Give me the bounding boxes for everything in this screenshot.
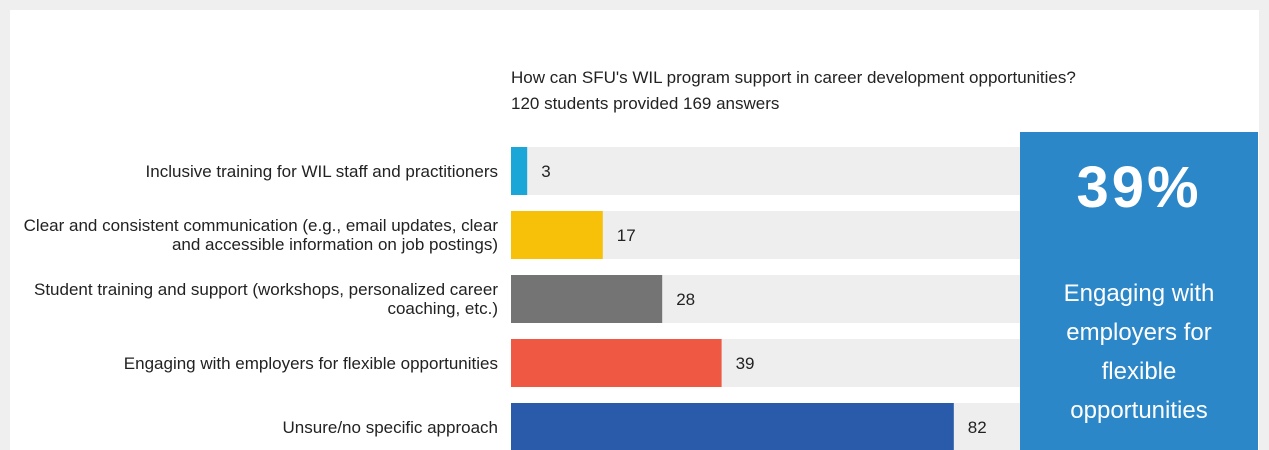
category-label: Inclusive training for WIL staff and pra…: [145, 161, 498, 181]
value-label: 39: [736, 354, 755, 373]
chart-title: How can SFU's WIL program support in car…: [511, 68, 1076, 87]
category-label: Student training and support (workshops,…: [34, 280, 498, 318]
value-label: 17: [617, 226, 636, 245]
bar: [511, 403, 954, 450]
bar: [511, 339, 722, 387]
callout: 39% Engaging with employers for flexible…: [1020, 132, 1258, 450]
value-label: 82: [968, 418, 987, 437]
category-label: Engaging with employers for flexible opp…: [123, 353, 498, 373]
category-label: Unsure/no specific approach: [282, 417, 498, 437]
bar: [511, 211, 603, 259]
category-label: Clear and consistent communication (e.g.…: [23, 216, 498, 254]
callout-text: Engaging with employers for flexible opp…: [1063, 280, 1215, 424]
track: [511, 147, 1051, 195]
bar: [511, 275, 663, 323]
value-label: 3: [541, 162, 550, 181]
callout-value: 39%: [1076, 155, 1202, 220]
bar: [511, 147, 528, 195]
chart-subtitle: 120 students provided 169 answers: [511, 94, 780, 113]
value-label: 28: [676, 290, 695, 309]
